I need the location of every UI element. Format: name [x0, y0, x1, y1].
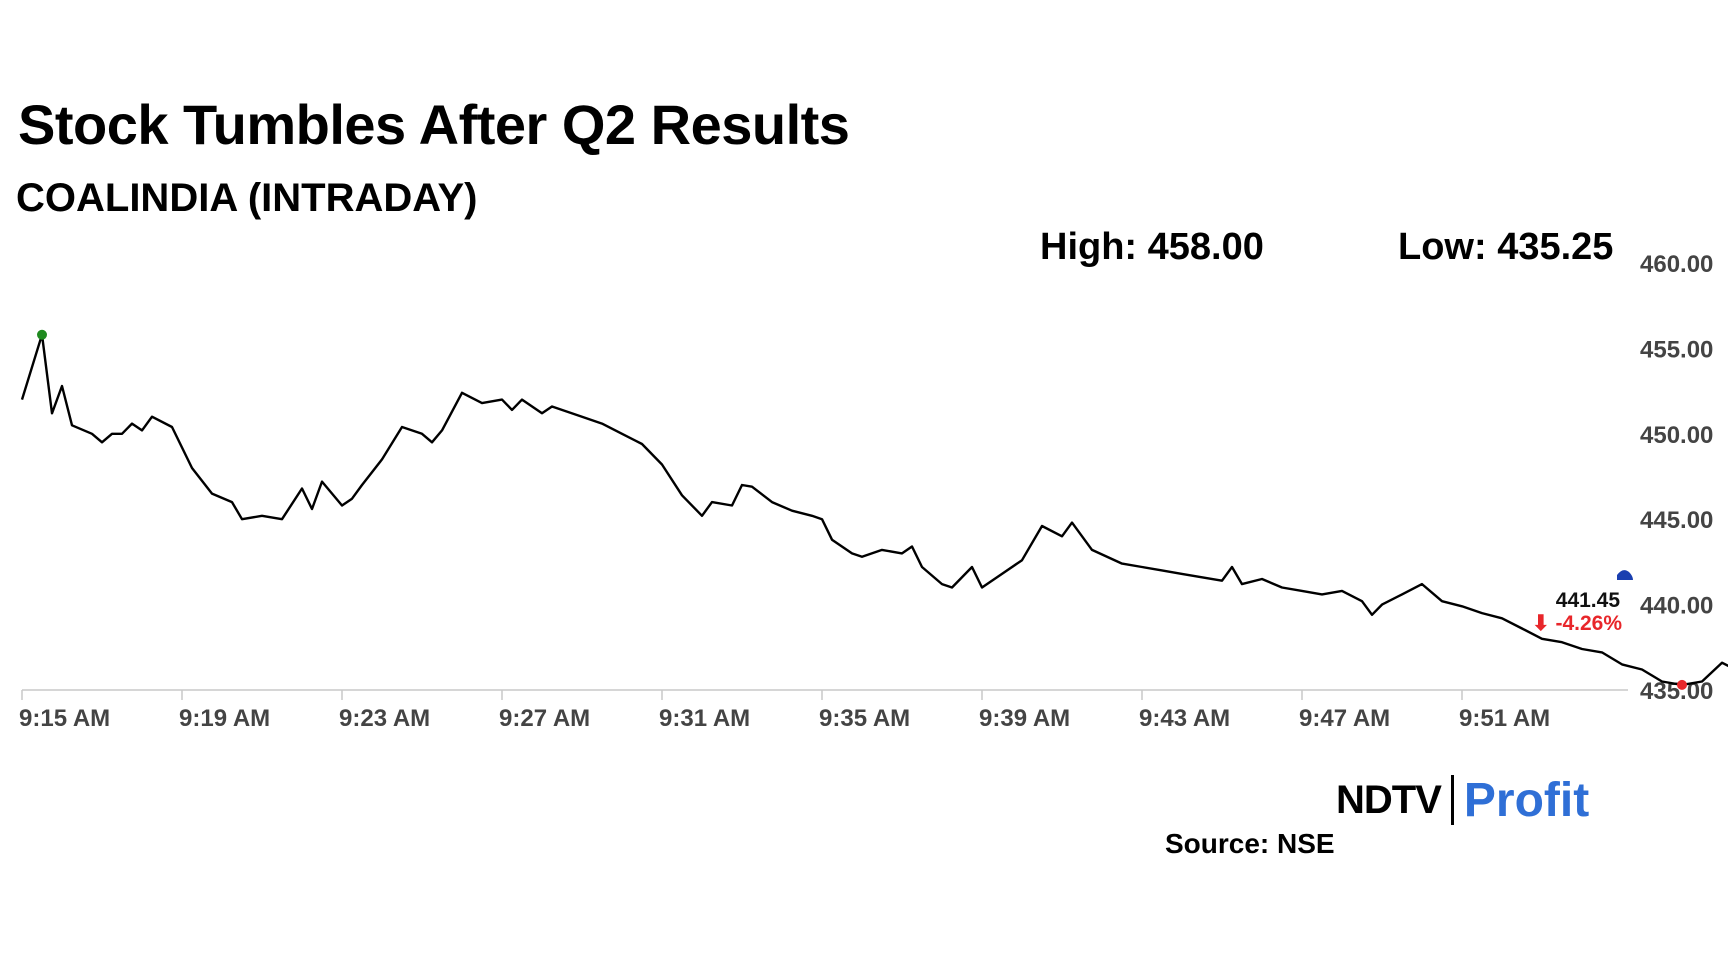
- chart-title: Stock Tumbles After Q2 Results: [18, 93, 850, 156]
- x-tick-label: 9:43 AM: [1139, 705, 1230, 732]
- y-tick-label: 460.00: [1640, 251, 1713, 278]
- logo-divider: [1450, 775, 1454, 825]
- chart-subtitle: COALINDIA (INTRADAY): [16, 176, 478, 220]
- x-tick-label: 9:35 AM: [819, 705, 910, 732]
- y-tick-label: 455.00: [1640, 336, 1713, 363]
- low-value: Low: 435.25: [1398, 226, 1614, 268]
- change-percent-label: ⬇ -4.26%: [1532, 612, 1622, 635]
- live-price-flag-icon: [1617, 570, 1633, 580]
- x-tick-label: 9:47 AM: [1299, 705, 1390, 732]
- x-tick-label: 9:31 AM: [659, 705, 750, 732]
- x-tick-label: 9:51 AM: [1459, 705, 1550, 732]
- high-marker: [37, 329, 47, 340]
- x-tick-label: 9:15 AM: [19, 705, 110, 732]
- low-marker: [1677, 679, 1687, 690]
- last-price-label: 441.45: [1556, 589, 1621, 612]
- logo-ndtv-text: NDTV: [1336, 777, 1442, 822]
- y-tick-label: 440.00: [1640, 593, 1713, 620]
- ndtv-profit-logo: NDTV Profit: [1336, 772, 1589, 828]
- x-tick-label: 9:19 AM: [179, 705, 270, 732]
- y-tick-label: 445.00: [1640, 507, 1713, 534]
- high-value: High: 458.00: [1040, 226, 1264, 268]
- y-tick-label: 450.00: [1640, 422, 1713, 449]
- source-note: Source: NSE: [1165, 828, 1335, 859]
- x-tick-label: 9:39 AM: [979, 705, 1070, 732]
- price-series-line: [20, 333, 1728, 687]
- logo-profit-text: Profit: [1463, 773, 1590, 827]
- x-tick-label: 9:23 AM: [339, 705, 430, 732]
- x-tick-label: 9:27 AM: [499, 705, 590, 732]
